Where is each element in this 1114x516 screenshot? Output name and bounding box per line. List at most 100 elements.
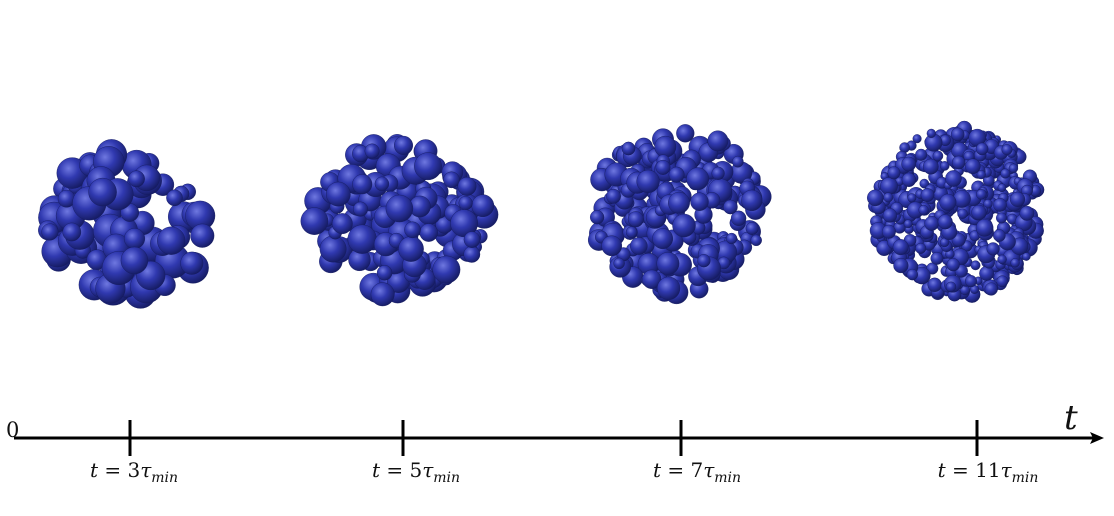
- particle-sphere: [123, 228, 145, 250]
- time-axis: [14, 420, 1104, 456]
- particle-sphere: [41, 223, 59, 241]
- particle-sphere: [180, 251, 204, 275]
- particle-sphere: [668, 166, 685, 183]
- particle-sphere: [939, 161, 950, 171]
- particle-sphere: [627, 211, 644, 228]
- particle-sphere: [432, 255, 461, 284]
- particle-sphere: [922, 158, 939, 175]
- particle-sphere: [463, 245, 481, 263]
- particle-sphere: [419, 223, 438, 242]
- particle-sphere: [924, 215, 940, 231]
- particle-sphere: [166, 189, 183, 207]
- particle-cluster-t7: [588, 124, 772, 305]
- particle-sphere: [892, 239, 909, 256]
- particle-sphere: [912, 134, 922, 144]
- particle-sphere: [325, 181, 351, 207]
- particle-sphere: [880, 177, 898, 196]
- particle-sphere: [745, 221, 759, 235]
- particle-sphere: [120, 246, 149, 275]
- tick-label-prefix: t =: [937, 458, 976, 482]
- particle-sphere: [920, 188, 935, 202]
- particle-sphere: [471, 194, 495, 217]
- particle-sphere: [353, 201, 369, 217]
- particle-sphere: [319, 235, 347, 263]
- particle-sphere: [939, 193, 957, 211]
- tick-label-t5: t = 5τmin: [372, 458, 460, 486]
- particle-cluster-t11: [867, 120, 1045, 303]
- particle-sphere: [996, 212, 1008, 224]
- tick-label-tau: τ: [703, 458, 715, 482]
- tick-label-sub: min: [1011, 470, 1039, 486]
- particle-sphere: [347, 224, 377, 254]
- particle-cluster-t5: [300, 134, 499, 307]
- particle-sphere: [997, 183, 1007, 192]
- particle-sphere: [668, 191, 690, 214]
- particle-sphere: [926, 128, 936, 139]
- particle-sphere: [750, 234, 762, 247]
- particle-sphere: [732, 155, 744, 168]
- particle-sphere: [394, 135, 414, 155]
- particle-sphere: [613, 257, 625, 270]
- particle-sphere: [723, 199, 738, 215]
- particle-sphere: [450, 209, 478, 238]
- particle-sphere: [331, 213, 353, 235]
- tick-label-tau: τ: [422, 458, 434, 482]
- particle-sphere: [950, 127, 965, 142]
- particle-sphere: [656, 252, 680, 275]
- tick-label-coef: 7: [690, 458, 704, 482]
- particle-sphere: [975, 218, 994, 237]
- particle-sphere: [1009, 191, 1026, 207]
- particle-sphere: [915, 148, 928, 161]
- particle-sphere: [965, 158, 981, 175]
- particle-sphere: [741, 189, 763, 211]
- particle-sphere: [606, 188, 621, 204]
- particle-sphere: [907, 193, 917, 203]
- particle-sphere: [976, 188, 987, 200]
- particle-sphere: [676, 124, 695, 143]
- particle-sphere: [946, 258, 960, 272]
- particle-sphere: [128, 170, 145, 188]
- particle-sphere: [927, 277, 942, 292]
- particle-sphere: [976, 170, 986, 180]
- particle-cluster-t3: [38, 139, 216, 309]
- particle-sphere: [937, 214, 953, 230]
- particle-sphere: [986, 242, 1000, 256]
- particle-sphere: [918, 204, 929, 216]
- particle-sphere: [1008, 163, 1019, 174]
- particle-sphere: [996, 275, 1009, 288]
- particle-sphere: [979, 265, 994, 281]
- tick-label-sub: min: [151, 470, 179, 486]
- particle-sphere: [1010, 258, 1020, 268]
- particle-sphere: [656, 276, 681, 300]
- tick-label-tau: τ: [140, 458, 152, 482]
- particle-sphere: [1019, 205, 1035, 221]
- particle-sphere: [652, 228, 673, 250]
- tick-label-prefix: t =: [371, 458, 410, 482]
- tick-label-tau: τ: [1000, 458, 1012, 482]
- particle-sphere: [686, 167, 709, 191]
- particle-sphere: [690, 192, 709, 211]
- particle-sphere: [62, 222, 82, 242]
- particle-sphere: [404, 221, 421, 239]
- particle-sphere: [971, 204, 987, 221]
- particle-sphere: [300, 207, 329, 235]
- particle-sphere: [1001, 144, 1013, 156]
- tick-label-coef: 11: [975, 458, 1001, 482]
- axis-origin-label: 0: [6, 418, 20, 442]
- particle-sphere: [882, 208, 898, 223]
- particle-sphere: [443, 171, 460, 189]
- particle-clusters: [38, 120, 1045, 309]
- particle-sphere: [725, 232, 738, 245]
- particle-sphere: [374, 176, 390, 192]
- particle-sphere: [630, 237, 648, 255]
- particle-sphere: [621, 141, 636, 156]
- tick-label-t11: t = 11τmin: [938, 458, 1039, 486]
- particle-sphere: [915, 242, 927, 254]
- particle-sphere: [589, 210, 605, 225]
- particle-sphere: [901, 156, 917, 172]
- tick-label-coef: 3: [127, 458, 141, 482]
- particle-sphere: [601, 235, 623, 257]
- particle-sphere: [893, 257, 909, 274]
- particle-sphere: [642, 269, 662, 289]
